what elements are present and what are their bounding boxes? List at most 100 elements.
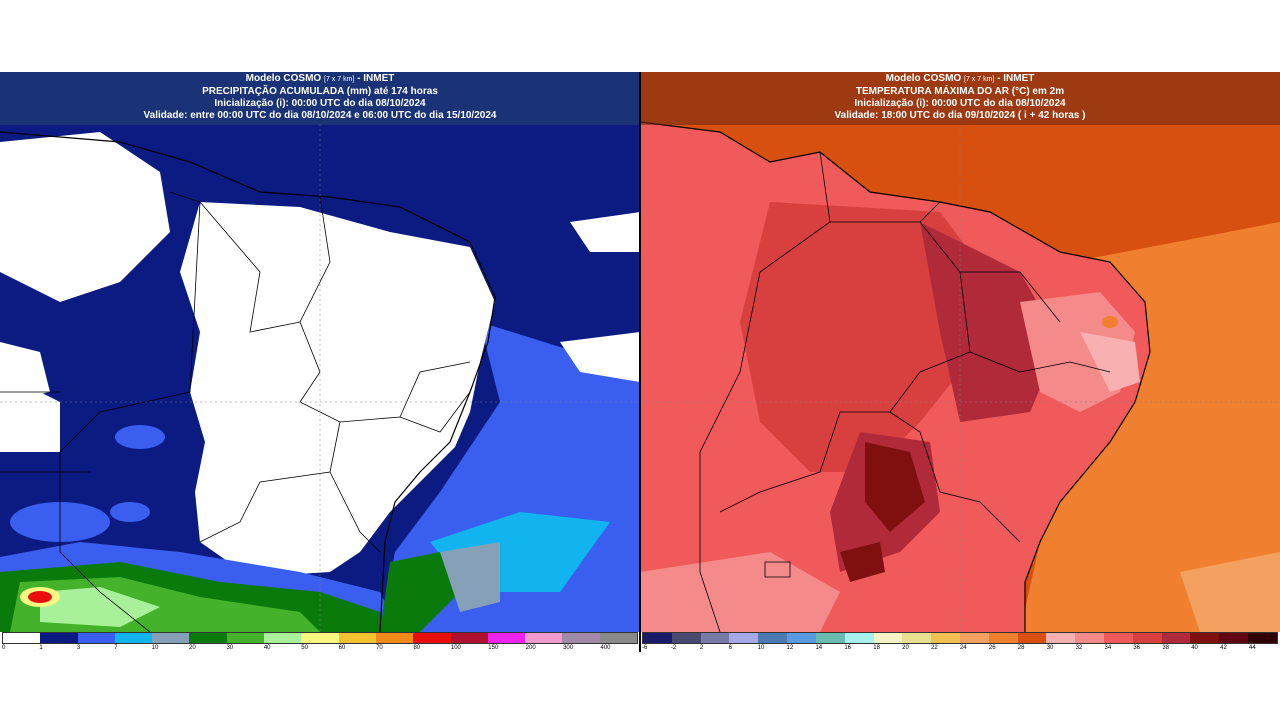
- colorbar-swatch: [758, 633, 788, 643]
- colorbar-swatch: [787, 633, 816, 643]
- model-title: Modelo COSMO [7 x 7 km] - INMET: [640, 73, 1280, 86]
- model-source: - INMET: [357, 73, 395, 84]
- colorbar-tick-label: -2: [670, 645, 677, 651]
- colorbar-tick-label: 34: [1104, 645, 1112, 651]
- colorbar-swatch: [152, 633, 190, 643]
- colorbar-swatch: [338, 633, 376, 643]
- colorbar-tick-label: 42: [1220, 645, 1227, 651]
- colorbar-swatch: [902, 633, 932, 643]
- colorbar-swatch: [671, 633, 701, 643]
- colorbar-ticks: -6 -2 2 6 10 12 14 16 18 20 22 24 26 28 30 32 34 36 38 40 42…: [642, 644, 1278, 652]
- model-title: Modelo COSMO [7 x 7 km] - INMET: [0, 73, 640, 86]
- colorbar-tick-label: 36: [1133, 645, 1141, 651]
- colorbar-tick-label: 40: [263, 645, 271, 651]
- precipitation-map: [0, 72, 640, 632]
- colorbar-tick-label: 0: [2, 645, 6, 651]
- colorbar-tick-label: 50: [301, 645, 308, 651]
- model-resolution: [7 x 7 km]: [964, 76, 995, 83]
- colorbar-swatch: [114, 633, 153, 643]
- temperature-map-header: Modelo COSMO [7 x 7 km] - INMET TEMPERAT…: [640, 72, 1280, 125]
- colorbar-tick-label: 40: [1191, 645, 1198, 651]
- colorbar-swatch: [189, 633, 227, 643]
- colorbar-tick-label: 44: [1249, 645, 1256, 651]
- colorbar-tick-label: 300: [563, 645, 574, 651]
- colorbar-swatch: [562, 633, 600, 643]
- colorbar-tick-label: 38: [1162, 645, 1169, 651]
- colorbar-tick-label: 3: [76, 645, 81, 651]
- temperature-map: [640, 72, 1280, 632]
- colorbar-tick-label: 80: [413, 645, 421, 651]
- colorbar-swatch: [77, 633, 115, 643]
- colorbar-ticks: 0 1 3 7 10 20 30 40 50 60 70 80 100 150 200 300 400: [2, 644, 638, 652]
- variable-title: TEMPERATURA MÁXIMA DO AR (°C) em 2m: [855, 86, 1065, 97]
- colorbar-swatch: [599, 633, 638, 643]
- colorbar-tick-label: 14: [815, 645, 823, 651]
- colorbar-swatch: [264, 633, 302, 643]
- colorbar-swatch: [1075, 633, 1104, 643]
- validity-text: Validade: entre 00:00 UTC do dia 08/10/2…: [143, 110, 497, 121]
- colorbar-swatch: [1132, 633, 1162, 643]
- colorbar-swatch: [226, 633, 265, 643]
- colorbar-tick-label: 18: [873, 645, 880, 651]
- colorbar-tick-label: 1: [39, 645, 43, 651]
- precipitation-map-header: Modelo COSMO [7 x 7 km] - INMET PRECIPIT…: [0, 72, 640, 125]
- colorbar-tick-label: 10: [151, 645, 159, 651]
- initialization-text: Inicialização (i): 00:00 UTC do dia 08/1…: [214, 98, 426, 109]
- colorbar-swatch: [1046, 633, 1076, 643]
- colorbar-tick-label: 12: [786, 645, 794, 651]
- colorbar-swatch: [1161, 633, 1191, 643]
- colorbar-swatch: [959, 633, 989, 643]
- colorbar-tick-label: 6: [728, 645, 733, 651]
- model-source: - INMET: [997, 73, 1035, 84]
- colorbar-swatch: [375, 633, 414, 643]
- colorbar-tick-label: 24: [959, 645, 967, 651]
- model-name: Modelo COSMO: [245, 73, 322, 84]
- colorbar-swatch: [1104, 633, 1133, 643]
- colorbar-tick-label: 32: [1075, 645, 1083, 651]
- colorbar-swatch: [301, 633, 339, 643]
- model-name: Modelo COSMO: [885, 73, 962, 84]
- colorbar-tick-label: 20: [902, 645, 909, 651]
- colorbar-swatch: [450, 633, 488, 643]
- temperature-map-panel: Modelo COSMO [7 x 7 km] - INMET TEMPERAT…: [640, 72, 1280, 652]
- colorbar-tick-label: 30: [226, 645, 234, 651]
- validity-text: Validade: 18:00 UTC do dia 09/10/2024 ( …: [834, 110, 1086, 121]
- colorbar-tick-label: 26: [988, 645, 996, 651]
- colorbar-tick-label: 150: [488, 645, 499, 651]
- colorbar-tick-label: 100: [450, 645, 461, 651]
- colorbar-swatch: [1190, 633, 1220, 643]
- colorbar-swatch: [729, 633, 759, 643]
- colorbar-tick-label: 10: [757, 645, 765, 651]
- colorbar-swatch: [1219, 633, 1249, 643]
- colorbar-swatch: [873, 633, 903, 643]
- precipitation-colorbar: 0 1 3 7 10 20 30 40 50 60 70 80 100 150 200 300 400: [0, 632, 640, 652]
- colorbar-tick-label: 200: [525, 645, 536, 651]
- panel-divider: [639, 72, 641, 652]
- colorbar-swatch: [525, 633, 563, 643]
- colorbar-swatch: [844, 633, 874, 643]
- colorbar-swatch: [3, 633, 41, 643]
- colorbar-swatch: [40, 633, 78, 643]
- initialization-text: Inicialização (i): 00:00 UTC do dia 08/1…: [854, 98, 1066, 109]
- colorbar-tick-label: 20: [189, 645, 196, 651]
- colorbar-swatch: [487, 633, 526, 643]
- colorbar-tick-label: 28: [1017, 645, 1025, 651]
- temperature-colorbar: -6 -2 2 6 10 12 14 16 18 20 22 24 26 28 30 32 34 36 38 40 42…: [640, 632, 1280, 652]
- colorbar-tick-label: 22: [931, 645, 938, 651]
- colorbar-tick-label: 30: [1046, 645, 1054, 651]
- colorbar-tick-label: 7: [114, 645, 118, 651]
- colorbar-swatch: [931, 633, 960, 643]
- colorbar-tick-label: 70: [376, 645, 383, 651]
- colorbar-swatch: [1017, 633, 1047, 643]
- colorbar-swatch: [815, 633, 845, 643]
- colorbar-swatch: [643, 633, 672, 643]
- colorbar-tick-label: 2: [699, 645, 704, 651]
- precipitation-map-panel: Modelo COSMO [7 x 7 km] - INMET PRECIPIT…: [0, 72, 640, 652]
- colorbar-tick-label: 16: [844, 645, 852, 651]
- colorbar-swatch: [1248, 633, 1277, 643]
- model-resolution: [7 x 7 km]: [324, 76, 355, 83]
- colorbar-swatch: [413, 633, 451, 643]
- colorbar-swatch: [700, 633, 730, 643]
- colorbar-tick-label: 60: [338, 645, 346, 651]
- colorbar-swatches: [642, 632, 1278, 644]
